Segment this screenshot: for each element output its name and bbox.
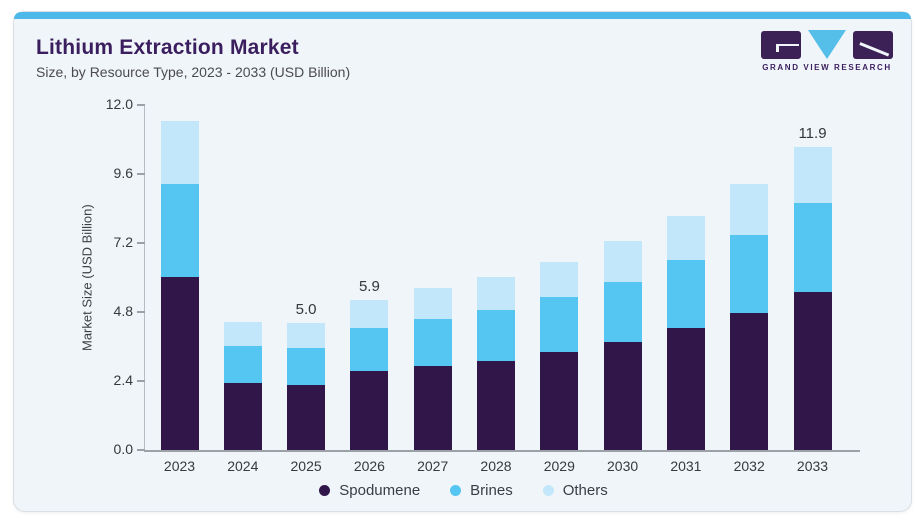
bar-total-label-2026: 5.9 — [358, 277, 380, 295]
bar-segment-spodumene-2031 — [666, 327, 705, 450]
bar-segment-spodumene-2028 — [477, 360, 515, 450]
bar-segment-others-2024 — [223, 321, 262, 346]
bar-segment-brines-2029 — [540, 297, 579, 353]
x-tick-label-2027: 2027 — [417, 458, 449, 474]
bar-segment-brines-2026 — [350, 327, 389, 372]
y-tick-mark — [137, 449, 145, 451]
card-accent-bar — [14, 12, 911, 19]
bar-segment-others-2032 — [730, 184, 769, 236]
bar-segment-spodumene-2032 — [730, 312, 769, 450]
bar-segment-brines-2027 — [413, 318, 452, 367]
bar-total-label-2033: 11.9 — [798, 125, 827, 143]
gvr-logo-shapes — [759, 30, 895, 59]
y-tick-mark — [137, 311, 145, 313]
bar-segment-others-2023 — [160, 120, 199, 185]
bar-segment-others-2033 — [793, 147, 832, 204]
bar-segment-brines-2031 — [666, 260, 705, 328]
y-axis-title: Market Size (USD Billion) — [79, 204, 95, 351]
bar-segment-spodumene-2023 — [160, 277, 199, 450]
y-tick-mark — [137, 242, 145, 244]
plot-area: Market Size (USD Billion) 0.0 2.4 4.8 7.2 9.… — [14, 12, 913, 513]
bar-segment-brines-2023 — [160, 184, 199, 277]
y-axis-line — [144, 105, 145, 450]
logo-r-block-icon — [853, 30, 893, 59]
chart-subtitle: Size, by Resource Type, 2023 - 2033 (USD… — [36, 64, 351, 80]
bar-segment-others-2025 — [287, 322, 326, 349]
bar-segment-others-2027 — [413, 288, 452, 319]
bar-segment-others-2029 — [540, 261, 579, 298]
x-axis-line — [144, 450, 860, 452]
x-tick-label-2030: 2030 — [607, 458, 639, 474]
y-tick-label: 2.4 — [113, 372, 133, 388]
bar-segment-brines-2028 — [477, 310, 515, 361]
bar-segment-spodumene-2024 — [223, 382, 262, 450]
bar-segment-spodumene-2029 — [540, 352, 579, 450]
gvr-logo: GRAND VIEW RESEARCH — [759, 30, 895, 72]
x-tick-label-2025: 2025 — [290, 458, 322, 474]
bar-segment-brines-2032 — [730, 235, 769, 313]
bar-total-label-2025: 5.0 — [295, 300, 317, 318]
x-tick-label-2023: 2023 — [163, 458, 196, 474]
x-tick-label-2029: 2029 — [543, 458, 575, 474]
legend-item-others: Others — [542, 482, 608, 499]
x-tick-label-2028: 2028 — [480, 458, 512, 474]
x-tick-label-2024: 2024 — [227, 458, 259, 474]
bar-segment-others-2030 — [603, 241, 642, 283]
legend: Spodumene Brines Others — [14, 482, 913, 499]
chart-card: Lithium Extraction Market Size, by Resou… — [13, 11, 912, 512]
legend-label: Brines — [470, 482, 513, 499]
legend-dot-icon — [450, 485, 462, 496]
y-tick-mark — [137, 104, 145, 106]
legend-label: Spodumene — [339, 482, 421, 499]
legend-dot-icon — [319, 485, 331, 496]
chart-title: Lithium Extraction Market — [36, 36, 299, 59]
y-tick-label: 4.8 — [113, 303, 133, 319]
bar-segment-others-2026 — [350, 299, 389, 328]
bar-segment-others-2028 — [477, 277, 515, 311]
bar-segment-brines-2030 — [603, 282, 642, 342]
x-tick-label-2026: 2026 — [353, 458, 385, 474]
x-tick-label-2031: 2031 — [670, 458, 702, 474]
bar-segment-spodumene-2025 — [287, 385, 326, 450]
bar-segment-brines-2025 — [287, 348, 326, 386]
legend-label: Others — [562, 482, 608, 499]
gvr-logo-text: GRAND VIEW RESEARCH — [762, 63, 892, 72]
bar-segment-spodumene-2033 — [793, 292, 832, 450]
x-tick-label-2033: 2033 — [796, 458, 829, 474]
bar-segment-others-2031 — [666, 215, 705, 261]
logo-v-triangle-icon — [808, 30, 846, 59]
bar-segment-brines-2024 — [223, 345, 262, 383]
logo-g-mark-hook — [776, 43, 779, 52]
y-tick-label: 9.6 — [113, 165, 133, 181]
x-tick-label-2032: 2032 — [733, 458, 765, 474]
logo-g-block-icon — [761, 30, 801, 59]
bar-segment-spodumene-2030 — [603, 341, 642, 450]
bar-segment-brines-2033 — [793, 203, 832, 293]
y-tick-label: 12.0 — [105, 96, 133, 112]
y-tick-label: 7.2 — [113, 234, 133, 250]
legend-dot-icon — [542, 485, 554, 496]
y-tick-mark — [137, 380, 145, 382]
y-tick-label: 0.0 — [113, 441, 133, 457]
legend-item-spodumene: Spodumene — [319, 482, 420, 499]
y-tick-mark — [137, 173, 145, 175]
logo-g-mark — [776, 43, 800, 46]
bar-segment-spodumene-2026 — [350, 371, 389, 450]
legend-item-brines: Brines — [450, 482, 513, 499]
bar-segment-spodumene-2027 — [413, 366, 452, 450]
